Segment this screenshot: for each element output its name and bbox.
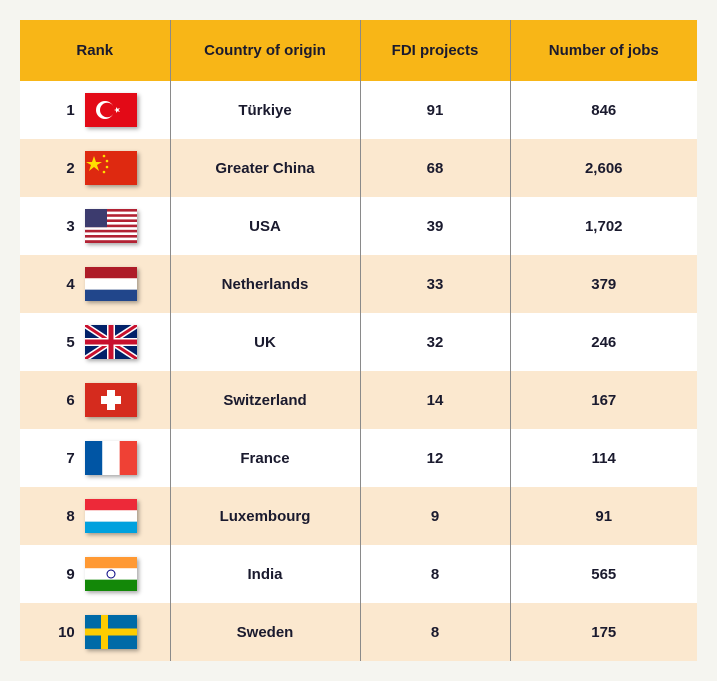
rank-cell: 10 <box>20 603 170 661</box>
country-cell: Switzerland <box>170 371 360 429</box>
rank-number: 7 <box>53 450 75 467</box>
rank-cell: 6 <box>20 371 170 429</box>
rank-cell: 5 <box>20 313 170 371</box>
rank-number: 2 <box>53 160 75 177</box>
rank-cell: 4 <box>20 255 170 313</box>
jobs-cell: 167 <box>510 371 697 429</box>
country-cell: USA <box>170 197 360 255</box>
col-header-1: Country of origin <box>170 20 360 81</box>
country-cell: Luxembourg <box>170 487 360 545</box>
table-row: 7 France12114 <box>20 429 697 487</box>
col-header-3: Number of jobs <box>510 20 697 81</box>
fdi-table-container: RankCountry of originFDI projectsNumber … <box>20 20 697 661</box>
jobs-cell: 1,702 <box>510 197 697 255</box>
rank-number: 10 <box>53 624 75 641</box>
flag-icon-switzerland <box>85 383 137 417</box>
country-cell: France <box>170 429 360 487</box>
rank-cell: 7 <box>20 429 170 487</box>
table-row: 1 Türkiye91846 <box>20 81 697 139</box>
fdi-table: RankCountry of originFDI projectsNumber … <box>20 20 697 661</box>
flag-icon-luxembourg <box>85 499 137 533</box>
jobs-cell: 846 <box>510 81 697 139</box>
col-header-0: Rank <box>20 20 170 81</box>
rank-cell: 3 <box>20 197 170 255</box>
jobs-cell: 114 <box>510 429 697 487</box>
table-row: 10 Sweden8175 <box>20 603 697 661</box>
table-row: 9 India8565 <box>20 545 697 603</box>
flag-icon-turkiye <box>85 93 137 127</box>
jobs-cell: 246 <box>510 313 697 371</box>
rank-cell: 9 <box>20 545 170 603</box>
flag-icon-india <box>85 557 137 591</box>
fdi-cell: 14 <box>360 371 510 429</box>
table-row: 6 Switzerland14167 <box>20 371 697 429</box>
table-row: 8 Luxembourg991 <box>20 487 697 545</box>
rank-cell: 1 <box>20 81 170 139</box>
country-cell: Netherlands <box>170 255 360 313</box>
table-header-row: RankCountry of originFDI projectsNumber … <box>20 20 697 81</box>
fdi-cell: 8 <box>360 545 510 603</box>
country-cell: Greater China <box>170 139 360 197</box>
rank-cell: 8 <box>20 487 170 545</box>
table-row: 2 Greater China682,606 <box>20 139 697 197</box>
fdi-cell: 12 <box>360 429 510 487</box>
fdi-cell: 8 <box>360 603 510 661</box>
rank-cell: 2 <box>20 139 170 197</box>
table-row: 3 USA391,702 <box>20 197 697 255</box>
country-cell: Sweden <box>170 603 360 661</box>
country-cell: UK <box>170 313 360 371</box>
fdi-cell: 91 <box>360 81 510 139</box>
flag-icon-france <box>85 441 137 475</box>
rank-number: 3 <box>53 218 75 235</box>
rank-number: 8 <box>53 508 75 525</box>
fdi-cell: 9 <box>360 487 510 545</box>
flag-icon-usa <box>85 209 137 243</box>
country-cell: India <box>170 545 360 603</box>
table-body: 1Türkiye918462Greater China682,6063USA39… <box>20 81 697 661</box>
col-header-2: FDI projects <box>360 20 510 81</box>
fdi-cell: 33 <box>360 255 510 313</box>
fdi-cell: 68 <box>360 139 510 197</box>
country-cell: Türkiye <box>170 81 360 139</box>
flag-icon-sweden <box>85 615 137 649</box>
jobs-cell: 91 <box>510 487 697 545</box>
rank-number: 5 <box>53 334 75 351</box>
table-row: 5 UK32246 <box>20 313 697 371</box>
flag-icon-netherlands <box>85 267 137 301</box>
rank-number: 9 <box>53 566 75 583</box>
table-row: 4 Netherlands33379 <box>20 255 697 313</box>
rank-number: 1 <box>53 102 75 119</box>
jobs-cell: 2,606 <box>510 139 697 197</box>
fdi-cell: 39 <box>360 197 510 255</box>
flag-icon-uk <box>85 325 137 359</box>
rank-number: 6 <box>53 392 75 409</box>
jobs-cell: 379 <box>510 255 697 313</box>
fdi-cell: 32 <box>360 313 510 371</box>
flag-icon-china <box>85 151 137 185</box>
jobs-cell: 565 <box>510 545 697 603</box>
rank-number: 4 <box>53 276 75 293</box>
jobs-cell: 175 <box>510 603 697 661</box>
